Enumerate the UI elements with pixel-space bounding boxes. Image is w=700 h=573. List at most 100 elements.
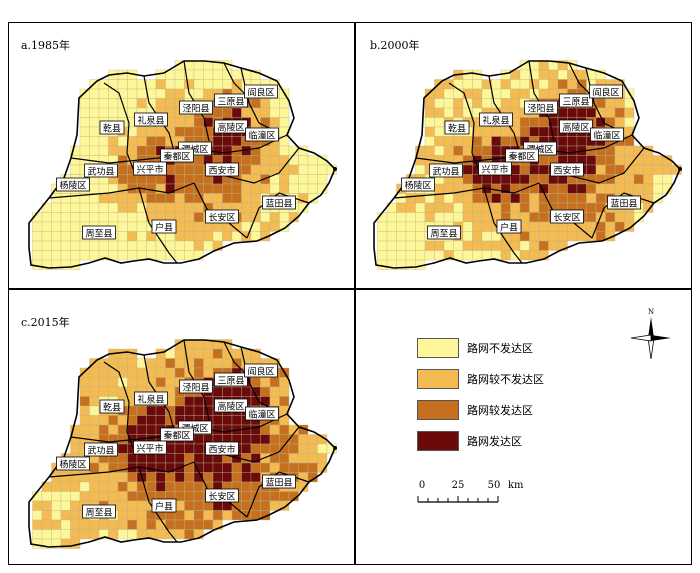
grid-cell [396, 250, 407, 261]
grid-cell [317, 443, 328, 454]
grid-cell [453, 202, 464, 213]
district-label: 泾阳县 [527, 103, 554, 115]
grid-cell [51, 519, 62, 530]
grid-cell [624, 155, 635, 166]
district-label: 蓝田县 [610, 198, 637, 210]
district-boundary [223, 62, 250, 99]
grid-cell [165, 377, 176, 388]
grid-cell [538, 174, 549, 185]
grid-cell [79, 202, 90, 213]
grid-cell [424, 212, 435, 223]
grid-cell [269, 212, 280, 223]
grid-cell [146, 462, 157, 473]
grid-cell [557, 193, 568, 204]
grid-cell [117, 136, 128, 147]
grid-cell [519, 88, 530, 99]
grid-cell [491, 126, 502, 137]
grid-cell [241, 183, 252, 194]
grid-cell [193, 481, 204, 492]
grid-cell [434, 98, 445, 109]
grid-cell [146, 519, 157, 530]
district-label: 乾县 [103, 123, 121, 135]
grid-cell [462, 221, 473, 232]
grid-cell [633, 174, 644, 185]
grid-cell [260, 107, 271, 118]
grid-cell [184, 472, 195, 483]
legend-frame: N 路网不发达区 路网较不发达区 路网较发达区 路网发达区 0 25 50 km [355, 289, 692, 565]
grid-cell [567, 193, 578, 204]
grid-cell [307, 453, 318, 464]
grid-cell [491, 202, 502, 213]
grid-cell [481, 136, 492, 147]
grid-cell [146, 358, 157, 369]
grid-cell [443, 193, 454, 204]
district-label: 秦都区 [163, 151, 190, 163]
legend-swatch [417, 338, 459, 358]
grid-cell [98, 240, 109, 251]
grid-cell [174, 88, 185, 99]
grid-cell [127, 136, 138, 147]
grid-cell [529, 231, 540, 242]
grid-cell [212, 348, 223, 359]
grid-cell [108, 415, 119, 426]
grid-cell [32, 240, 43, 251]
grid-cell [79, 481, 90, 492]
grid-cell [155, 453, 166, 464]
grid-cell [127, 174, 138, 185]
grid-cell [70, 193, 81, 204]
grid-cell [510, 88, 521, 99]
grid-cell [434, 136, 445, 147]
grid-cell [462, 183, 473, 194]
district-label-box [99, 120, 125, 135]
grid-cell [500, 250, 511, 261]
grid-cell [481, 145, 492, 156]
grid-cell [51, 510, 62, 521]
district-label: 乾县 [448, 123, 466, 135]
district-label-box [245, 127, 279, 142]
grid-cell [212, 462, 223, 473]
grid-cell [184, 443, 195, 454]
grid-cell [586, 212, 597, 223]
grid-cell [472, 145, 483, 156]
grid-cell [136, 519, 147, 530]
grid-cell [184, 481, 195, 492]
grid-cell [51, 250, 62, 261]
grid-cell [462, 145, 473, 156]
grid-cell [193, 60, 204, 71]
district-boundary [448, 82, 480, 172]
grid-cell [605, 221, 616, 232]
grid-cell [462, 79, 473, 90]
grid-cell [529, 250, 540, 261]
grid-cell [41, 250, 52, 261]
grid-cell [146, 193, 157, 204]
grid-cell [472, 231, 483, 242]
grid-cell [212, 79, 223, 90]
grid-cell [241, 164, 252, 175]
grid-cell [212, 519, 223, 530]
grid-cell [241, 434, 252, 445]
grid-cell [70, 491, 81, 502]
grid-cell [117, 510, 128, 521]
grid-cell [193, 88, 204, 99]
grid-cell [222, 415, 233, 426]
grid-cell [117, 69, 128, 80]
grid-cell [491, 145, 502, 156]
grid-cell [269, 107, 280, 118]
grid-cell [250, 98, 261, 109]
grid-cell [652, 155, 663, 166]
grid-cell [108, 202, 119, 213]
grid-cell [117, 415, 128, 426]
grid-cell [614, 98, 625, 109]
grid-cell [434, 126, 445, 137]
grid-cell [184, 117, 195, 128]
grid-cell [434, 240, 445, 251]
grid-cell [60, 202, 71, 213]
grid-cell [70, 221, 81, 232]
district-label: 兴平市 [136, 164, 163, 176]
grid-cell [434, 183, 445, 194]
grid-cell [462, 231, 473, 242]
grid-cell [174, 510, 185, 521]
grid-cell [241, 386, 252, 397]
grid-cell [462, 136, 473, 147]
